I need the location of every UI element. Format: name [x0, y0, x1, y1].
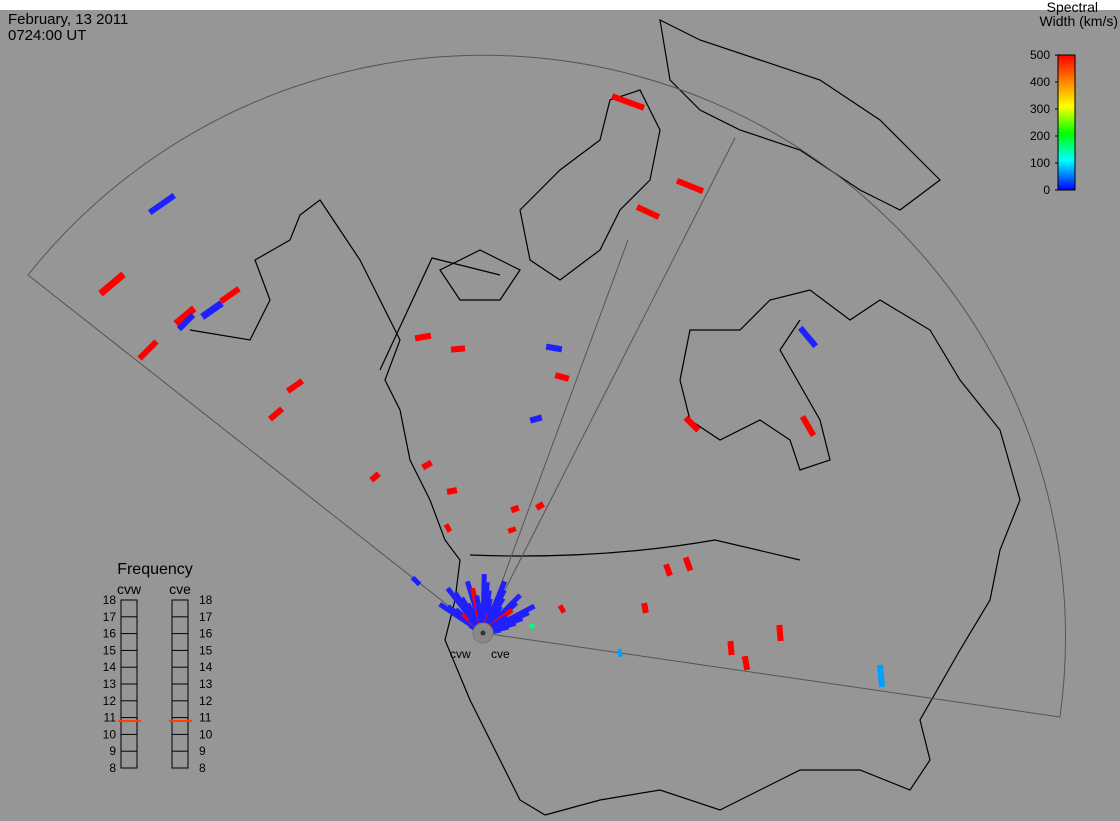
radar-label: cve: [491, 647, 510, 661]
beam-divider: [482, 137, 736, 634]
borders: [379, 257, 801, 561]
echo-cell: [200, 300, 224, 320]
echo-cell: [147, 192, 177, 216]
beam-divider: [482, 239, 629, 634]
echo-cell: [554, 372, 570, 382]
echo-cell: [683, 415, 701, 433]
time: 0724:00 UT: [8, 27, 86, 44]
frequency-tick-label: 11: [104, 711, 117, 725]
echo-cell: [877, 664, 885, 688]
frequency-tick-label: 10: [199, 727, 213, 741]
echo-cell: [675, 177, 705, 195]
echo-cell: [663, 563, 673, 577]
frequency-tick-label: 8: [199, 761, 206, 775]
coastline: [189, 199, 1021, 816]
echo-cell: [507, 526, 517, 534]
fan-outline: [27, 54, 1066, 718]
arctic-islands: [439, 18, 941, 301]
echo-cell: [529, 414, 543, 424]
colorbar-tick-label: 200: [1030, 129, 1050, 143]
colorbar-tick-label: 300: [1030, 102, 1050, 116]
frequency-tick-label: 13: [199, 677, 213, 691]
colorbar-tick-label: 400: [1030, 75, 1050, 89]
frequency-tick-label: 14: [199, 660, 213, 674]
colorbar-tick-label: 100: [1030, 156, 1050, 170]
colorbar-tick-label: 0: [1043, 183, 1050, 197]
echo-cell: [450, 345, 466, 353]
colorbar-title: Width (km/s): [1039, 13, 1118, 29]
frequency-tick-label: 18: [199, 593, 213, 607]
echo-cell: [741, 655, 751, 671]
frequency-tick-label: 16: [103, 627, 117, 641]
echo-cell: [421, 459, 433, 471]
frequency-tick-label: 14: [103, 660, 117, 674]
echo-cell: [799, 414, 817, 438]
echo-cell: [176, 312, 196, 332]
frequency-tick-label: 9: [199, 744, 206, 758]
frequency-tick-label: 18: [103, 593, 117, 607]
frequency-tick-label: 17: [103, 610, 117, 624]
echo-cell: [635, 204, 661, 220]
date: February, 13 2011: [8, 11, 128, 28]
frequency-radar-name: cvw: [117, 581, 142, 597]
echo-cell: [535, 501, 545, 511]
echo-cell: [529, 623, 535, 629]
colorbar: [1057, 54, 1076, 191]
frequency-title: Frequency: [117, 561, 193, 578]
echo-cell: [682, 556, 694, 572]
fan-edge: [482, 632, 1061, 718]
echo-cell: [267, 406, 285, 422]
frequency-tick-label: 15: [199, 643, 213, 657]
echo-cell: [446, 487, 458, 495]
frequency-tick-label: 16: [199, 627, 213, 641]
top-strip: [0, 0, 1120, 10]
frequency-tick-label: 11: [199, 711, 212, 725]
radar-site-dot: [480, 630, 486, 636]
echo-cell: [443, 523, 453, 533]
frequency-tick-label: 13: [103, 677, 117, 691]
frequency-tick-label: 12: [199, 694, 213, 708]
echo-cell: [776, 624, 784, 642]
colorbar-tick-label: 500: [1030, 48, 1050, 62]
echo-cell: [285, 378, 305, 394]
frequency-tick-label: 15: [103, 643, 117, 657]
echo-cell: [557, 604, 567, 614]
frequency-tick-label: 8: [109, 761, 116, 775]
frequency-tick-label: 17: [199, 610, 213, 624]
frequency-tick-label: 12: [103, 694, 117, 708]
fan-arc: [27, 54, 1066, 718]
echo-cell: [545, 343, 563, 353]
echo-cell: [137, 339, 159, 361]
frequency-radar-name: cve: [169, 581, 191, 597]
echo-cell: [617, 648, 623, 658]
echo-cell: [510, 504, 520, 514]
radar-label: cvw: [450, 647, 471, 661]
echo-cell: [369, 471, 381, 483]
echo-cell: [219, 286, 241, 304]
echo-cell: [414, 332, 432, 342]
echoes: [98, 93, 885, 688]
echo-cell: [98, 271, 126, 297]
echo-cell: [641, 602, 649, 614]
frequency-tick-label: 10: [103, 727, 117, 741]
coastlines: [189, 18, 1021, 816]
echo-cell: [797, 325, 819, 349]
echo-cell: [610, 93, 646, 111]
fan-edge: [27, 274, 484, 634]
colorbar-title: Spectral: [1047, 0, 1098, 15]
frequency-tick-label: 9: [109, 744, 116, 758]
echo-cell: [173, 305, 197, 327]
echo-cell: [410, 575, 422, 587]
echo-cell: [727, 640, 735, 656]
